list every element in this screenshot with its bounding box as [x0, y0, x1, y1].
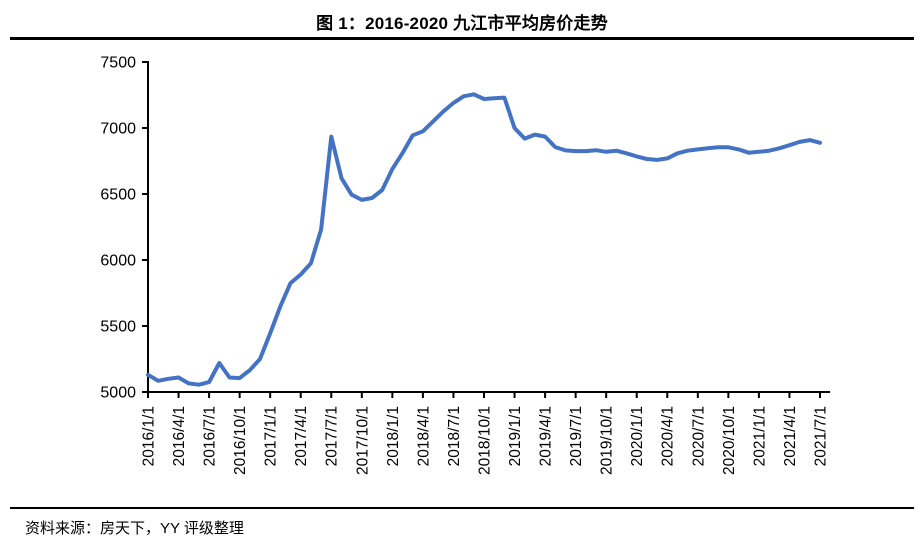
x-axis-labels: 2016/1/1 2016/4/1 2016/7/1 2016/10/1 2017/1/… [140, 392, 829, 475]
footer-divider [10, 507, 914, 509]
x-tick-label: 2021/1/1 [751, 406, 768, 466]
x-tick-label: 2017/1/1 [263, 406, 280, 466]
y-tick-label: 7500 [100, 55, 136, 72]
x-tick-label: 2021/7/1 [812, 406, 829, 466]
y-tick-label: 7000 [100, 121, 136, 138]
x-tick-label: 2016/7/1 [202, 406, 219, 466]
x-tick-label: 2019/1/1 [507, 406, 524, 466]
x-tick-label: 2018/1/1 [385, 406, 402, 466]
x-tick-label: 2017/4/1 [293, 406, 310, 466]
y-tick-label: 5000 [100, 385, 136, 402]
x-tick-label: 2017/7/1 [324, 406, 341, 466]
x-tick-label: 2021/4/1 [782, 406, 799, 466]
y-tick-label: 6500 [100, 187, 136, 204]
x-tick-label: 2019/4/1 [538, 406, 555, 466]
x-tick-label: 2016/1/1 [140, 406, 157, 466]
x-tick-label: 2017/10/1 [354, 406, 371, 475]
x-tick-label: 2018/7/1 [446, 406, 463, 466]
x-tick-label: 2016/10/1 [232, 406, 249, 475]
y-tick-label: 6000 [100, 253, 136, 270]
axes [147, 61, 830, 393]
x-tick-label: 2020/7/1 [690, 406, 707, 466]
x-tick-label: 2020/4/1 [660, 406, 677, 466]
x-tick-label: 2018/10/1 [476, 406, 493, 475]
x-tick-label: 2016/4/1 [171, 406, 188, 466]
x-tick-label: 2019/7/1 [568, 406, 585, 466]
x-tick-label: 2020/1/1 [629, 406, 646, 466]
price-line [146, 92, 822, 387]
title-divider [10, 37, 914, 40]
y-tick-label: 5500 [100, 319, 136, 336]
x-tick-label: 2019/10/1 [599, 406, 616, 475]
chart-title: 图 1：2016-2020 九江市平均房价走势 [316, 14, 608, 33]
y-axis-labels: 5000 5500 6000 6500 7000 7500 [100, 55, 148, 402]
source-note: 资料来源：房天下，YY 评级整理 [25, 520, 244, 537]
x-tick-label: 2020/10/1 [721, 406, 738, 475]
x-tick-label: 2018/4/1 [415, 406, 432, 466]
